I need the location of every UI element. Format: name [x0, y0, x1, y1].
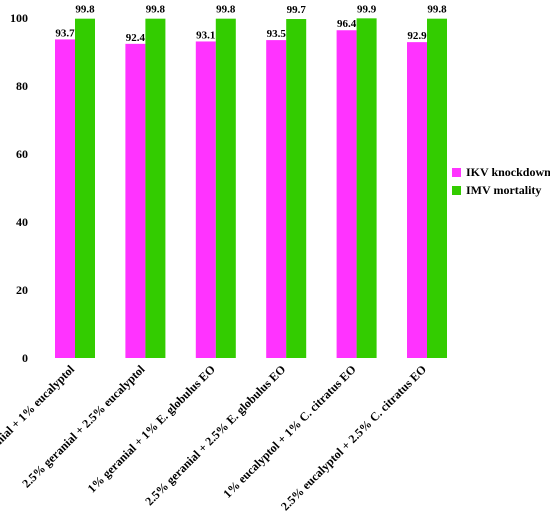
y-tick-label: 80 — [16, 79, 28, 93]
x-tick-label: 1% eucalyptol + 1% C. citratus EO — [220, 362, 358, 500]
bars — [55, 18, 447, 359]
bar-ikv-knockdown — [407, 42, 427, 358]
data-label-ikv: 92.4 — [126, 32, 146, 44]
legend-label: IMV mortality — [466, 183, 541, 197]
data-label-imv: 99.7 — [287, 4, 307, 16]
y-tick-label: 0 — [22, 351, 28, 365]
data-label-ikv: 92.9 — [407, 30, 427, 42]
legend-label: IKV knockdown — [466, 165, 550, 179]
y-tick-label: 20 — [16, 283, 28, 297]
data-label-ikv: 93.1 — [196, 29, 215, 41]
bar-ikv-knockdown — [266, 40, 287, 358]
data-label-ikv: 93.5 — [267, 28, 287, 40]
legend: IKV knockdown IMV mortality — [452, 165, 550, 197]
bar-imv-mortality — [356, 18, 377, 359]
x-tick-label: 2.5% eucalyptol + 2.5% C. citratus EO — [278, 362, 429, 513]
data-label-ikv: 93.7 — [55, 27, 75, 39]
data-label-imv: 99.9 — [357, 3, 377, 15]
data-label-imv: 99.8 — [216, 4, 236, 16]
bar-imv-mortality — [215, 18, 236, 359]
data-label-imv: 99.8 — [146, 4, 166, 16]
legend-swatch — [452, 186, 461, 195]
y-tick-label: 100 — [10, 11, 28, 25]
y-tick-label: 60 — [16, 147, 28, 161]
y-axis: 0 20 40 60 80 100 — [10, 11, 28, 365]
x-tick-label: 1% geranial + 1% E. globulus EO — [85, 362, 218, 495]
bar-imv-mortality — [286, 19, 307, 359]
bar-imv-mortality — [145, 18, 166, 359]
x-tick-label: 2.5% geranial + 2.5% E. globulus EO — [142, 362, 288, 508]
data-label-imv: 99.8 — [427, 4, 447, 16]
data-label-imv: 99.8 — [75, 4, 95, 16]
data-labels: 93.799.892.499.893.199.893.599.796.499.9… — [55, 3, 447, 44]
bar-imv-mortality — [75, 18, 95, 359]
y-tick-label: 40 — [16, 215, 28, 229]
bar-ikv-knockdown — [336, 30, 357, 359]
bar-ikv-knockdown — [195, 41, 216, 359]
bar-imv-mortality — [427, 18, 447, 359]
x-tick-label: 2.5% geranial + 2.5% eucalyptol — [19, 362, 148, 491]
bar-ikv-knockdown — [55, 39, 75, 359]
data-label-ikv: 96.4 — [337, 18, 357, 30]
bar-ikv-knockdown — [125, 43, 146, 359]
legend-swatch — [452, 168, 461, 177]
